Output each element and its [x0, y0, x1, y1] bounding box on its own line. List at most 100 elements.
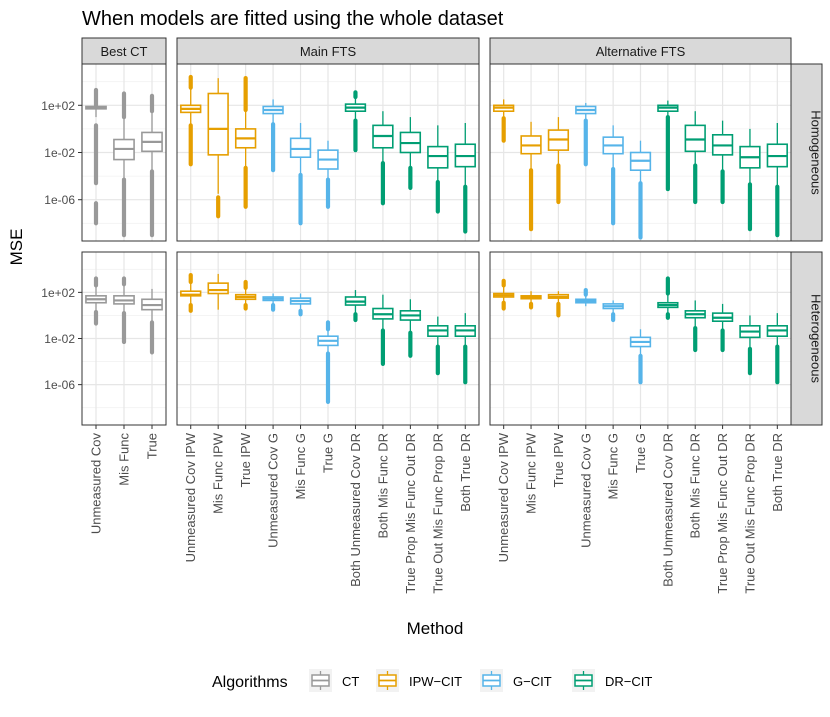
legend-item-label: CT	[342, 674, 359, 689]
row-strip-0: Homogeneous	[790, 63, 824, 242]
x-tick-label: Unmeasured Cov G	[266, 433, 281, 548]
boxplot	[739, 315, 761, 376]
x-tick-label: True IPW	[551, 432, 566, 487]
legend-item-ipw-cit: IPW−CIT	[376, 669, 462, 692]
boxplot	[427, 125, 449, 214]
boxplot	[493, 99, 515, 143]
boxplot	[575, 287, 597, 307]
column-strip-1: Main FTS	[176, 37, 480, 65]
box-iqr	[207, 282, 229, 295]
y-axis-label: MSE	[7, 229, 26, 266]
box-iqr	[207, 92, 229, 156]
x-tick-label: True Out Mis Func Prop DR	[742, 433, 757, 594]
boxplot	[711, 120, 734, 205]
legend-item-dr-cit: DR−CIT	[572, 669, 652, 692]
boxplot	[454, 123, 476, 234]
boxplot	[739, 128, 761, 232]
x-tick-label: Unmeasured Cov G	[578, 433, 593, 548]
boxplot	[262, 293, 284, 312]
boxplot	[317, 320, 339, 405]
boxplot	[113, 91, 135, 238]
x-axis-label: Method	[407, 619, 464, 638]
boxplot	[547, 117, 570, 205]
y-tick-label: 1e-02	[44, 146, 75, 160]
x-tick-label: Both True DR	[458, 433, 473, 512]
boxplot	[113, 276, 135, 345]
boxplot	[180, 74, 202, 167]
x-tick-label: Mis Func IPW	[211, 432, 226, 514]
boxplot	[344, 290, 367, 323]
boxplot	[289, 123, 312, 226]
boxplot	[207, 78, 229, 219]
x-tick-label: True G	[633, 433, 648, 473]
boxplot	[317, 140, 339, 209]
strip-background	[81, 37, 167, 65]
box-iqr	[289, 137, 312, 159]
x-tick-label: True G	[321, 433, 336, 473]
boxplot	[454, 313, 476, 385]
strip-background	[790, 63, 823, 242]
boxplot	[85, 276, 107, 326]
boxplot	[207, 273, 229, 310]
x-tick-label: True IPW	[238, 432, 253, 487]
x-tick-label: True Prop Mis Func Out DR	[403, 433, 418, 594]
y-tick-label: 1e+02	[41, 286, 75, 300]
strip-background	[489, 37, 792, 65]
boxplot	[234, 279, 257, 311]
y-tick-label: 1e+02	[41, 99, 75, 113]
column-strip-0: Best CT	[81, 37, 167, 65]
x-tick-label: Both Unmeasured Cov DR	[660, 433, 675, 587]
column-strip-label: Main FTS	[300, 44, 357, 59]
x-tick-label: Mis Func IPW	[524, 432, 539, 514]
column-strip-label: Best CT	[101, 44, 148, 59]
boxplot	[629, 329, 652, 385]
panel-1-2	[489, 251, 792, 426]
y-tick-label: 1e-06	[44, 378, 75, 392]
boxplot	[520, 121, 542, 232]
boxplot	[372, 111, 394, 206]
legend-item-ct: CT	[309, 669, 359, 692]
box-iqr	[180, 290, 202, 297]
strip-background	[790, 251, 823, 426]
y-tick-label: 1e-06	[44, 193, 75, 207]
boxplot	[141, 288, 163, 355]
boxplot	[684, 111, 706, 205]
column-strip-label: Alternative FTS	[596, 44, 686, 59]
row-strip-label: Homogeneous	[809, 110, 824, 195]
boxplot	[427, 316, 449, 376]
boxplot	[262, 99, 284, 173]
chart-title: When models are fitted using the whole d…	[82, 8, 504, 30]
boxplot	[180, 272, 202, 313]
legend-item-g-cit: G−CIT	[480, 669, 552, 692]
boxplot	[372, 294, 394, 366]
boxplot	[344, 90, 367, 153]
row-strip-1: Heterogeneous	[790, 251, 824, 426]
x-tick-label: Unmeasured Cov	[89, 433, 104, 535]
boxplot	[766, 313, 788, 385]
boxplot	[629, 140, 652, 240]
x-tick-label: Mis Func G	[606, 433, 621, 499]
legend: Algorithms CT IPW−CIT G−CIT DR−CIT	[212, 669, 652, 692]
x-tick-label: Mis Func	[117, 433, 132, 486]
boxplot	[575, 102, 597, 167]
boxplot	[289, 293, 312, 317]
boxplot	[141, 93, 163, 238]
x-tick-label: True	[145, 433, 160, 459]
boxplot	[657, 100, 679, 192]
boxplot	[684, 300, 706, 353]
boxplot	[766, 123, 788, 238]
x-tick-label: Unmeasured Cov IPW	[496, 432, 511, 562]
x-tick-label: Unmeasured Cov IPW	[183, 432, 198, 562]
legend-item-label: IPW−CIT	[409, 674, 462, 689]
legend-title: Algorithms	[212, 674, 288, 691]
x-tick-label: Mis Func G	[293, 433, 308, 499]
boxplot	[520, 291, 542, 310]
boxplot	[399, 299, 422, 358]
x-tick-label: True Prop Mis Func Out DR	[715, 433, 730, 594]
boxplot	[234, 76, 257, 209]
legend-item-label: G−CIT	[513, 674, 552, 689]
legend-item-label: DR−CIT	[605, 674, 652, 689]
boxplot	[399, 117, 422, 190]
x-tick-label: Both Unmeasured Cov DR	[348, 433, 363, 587]
strip-background	[176, 37, 480, 65]
